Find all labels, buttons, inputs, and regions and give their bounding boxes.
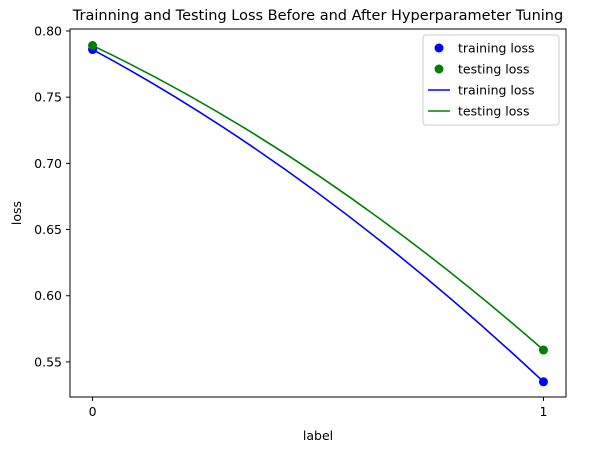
- axes: 0.55 0.60 0.65 0.70 0.75 0.80 0 1: [34, 23, 567, 419]
- legend-entry-label: testing loss: [458, 104, 529, 119]
- y-tick-label: 0.65: [34, 222, 62, 237]
- chart-title: Trainning and Testing Loss Before and Af…: [72, 8, 563, 24]
- legend-marker-scatter: [434, 43, 444, 53]
- scatter-point-testing-loss: [538, 345, 548, 355]
- series-line-testing-loss: [92, 44, 544, 351]
- y-tick-label: 0.75: [34, 90, 62, 105]
- y-tick-label: 0.70: [34, 156, 62, 171]
- axes-frame: [69, 28, 567, 398]
- legend-entry-label: training loss: [458, 83, 535, 98]
- y-axis-label: loss: [9, 201, 24, 225]
- y-tick-label: 0.55: [34, 354, 62, 369]
- x-axis-label: label: [303, 428, 333, 443]
- x-tick-label: 1: [539, 404, 547, 419]
- scatter-point-training-loss: [538, 377, 548, 387]
- y-tick-label: 0.60: [34, 288, 62, 303]
- legend-entry-label: training loss: [458, 41, 535, 56]
- scatter-point-testing-loss: [88, 41, 98, 51]
- legend-box: [422, 34, 560, 126]
- legend-entry-label: testing loss: [458, 62, 529, 77]
- legend: training loss testing loss training loss te…: [422, 34, 560, 126]
- legend-marker-scatter: [434, 64, 444, 74]
- x-tick-label: 0: [89, 404, 97, 419]
- plot-area: [88, 41, 548, 387]
- series-line-training-loss: [92, 48, 545, 383]
- y-tick-label: 0.80: [34, 23, 62, 38]
